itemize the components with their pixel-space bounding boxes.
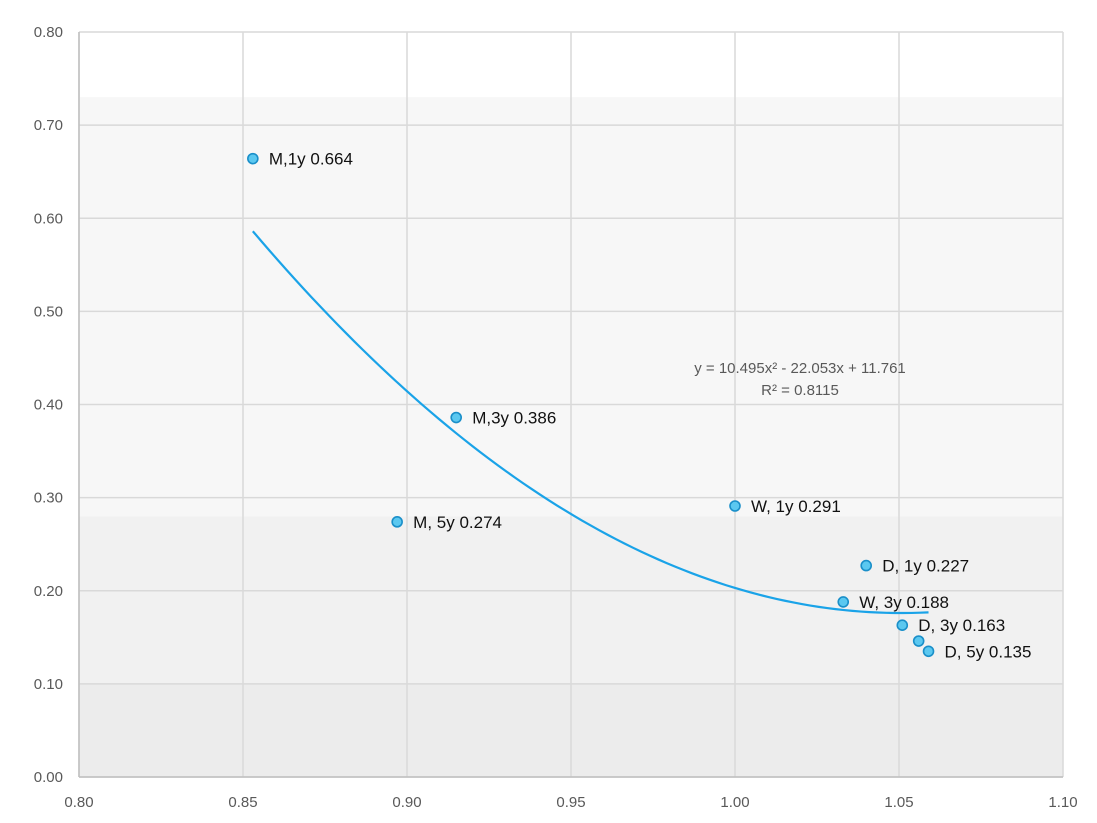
trendline-group	[252, 230, 929, 615]
x-tick-label: 0.90	[392, 794, 421, 811]
point-labels: M,1y 0.664 M,3y 0.386 M, 5y 0.274 W, 1y 0.2…	[269, 150, 1032, 662]
y-tick-label: 0.00	[34, 769, 63, 786]
data-point	[860, 559, 873, 572]
data-point	[912, 635, 925, 647]
data-point	[922, 645, 935, 658]
tick-labels: 0.00 0.10 0.20 0.30 0.40 0.50 0.60 0.70 0.80 0.80…	[34, 24, 1078, 811]
point-label: M,3y 0.386	[472, 409, 556, 428]
point-label: W, 3y 0.188	[859, 593, 949, 612]
data-point	[247, 152, 259, 165]
point-label: D, 1y 0.227	[882, 557, 969, 576]
y-tick-label: 0.80	[34, 24, 63, 41]
data-point	[391, 516, 403, 528]
y-tick-label: 0.20	[34, 583, 63, 600]
y-tick-label: 0.40	[34, 397, 63, 414]
trendline	[252, 230, 929, 615]
x-tick-label: 0.95	[556, 794, 585, 811]
data-point	[896, 619, 909, 632]
y-tick-label: 0.50	[34, 303, 63, 320]
trendline-r-squared: R² = 0.8115	[761, 382, 839, 399]
data-point	[450, 411, 463, 424]
point-label: D, 3y 0.163	[918, 616, 1005, 635]
y-tick-label: 0.30	[34, 490, 63, 507]
data-point	[837, 596, 850, 608]
trendline-equation: y = 10.495x² - 22.053x + 11.761	[694, 360, 906, 377]
data-points	[247, 152, 935, 658]
point-label: D, 5y 0.135	[945, 642, 1032, 661]
x-tick-label: 1.10	[1048, 794, 1077, 811]
x-tick-label: 0.85	[228, 794, 257, 811]
data-point	[729, 500, 741, 512]
x-tick-label: 1.00	[720, 794, 749, 811]
y-tick-label: 0.60	[34, 210, 63, 227]
x-tick-label: 0.80	[64, 794, 93, 811]
axes	[78, 32, 1063, 778]
point-label: W, 1y 0.291	[751, 497, 841, 516]
x-tick-label: 1.05	[884, 794, 913, 811]
y-tick-label: 0.10	[34, 676, 63, 693]
point-label: M,1y 0.664	[269, 150, 353, 169]
y-tick-label: 0.70	[34, 117, 63, 134]
point-label: M, 5y 0.274	[413, 513, 502, 532]
